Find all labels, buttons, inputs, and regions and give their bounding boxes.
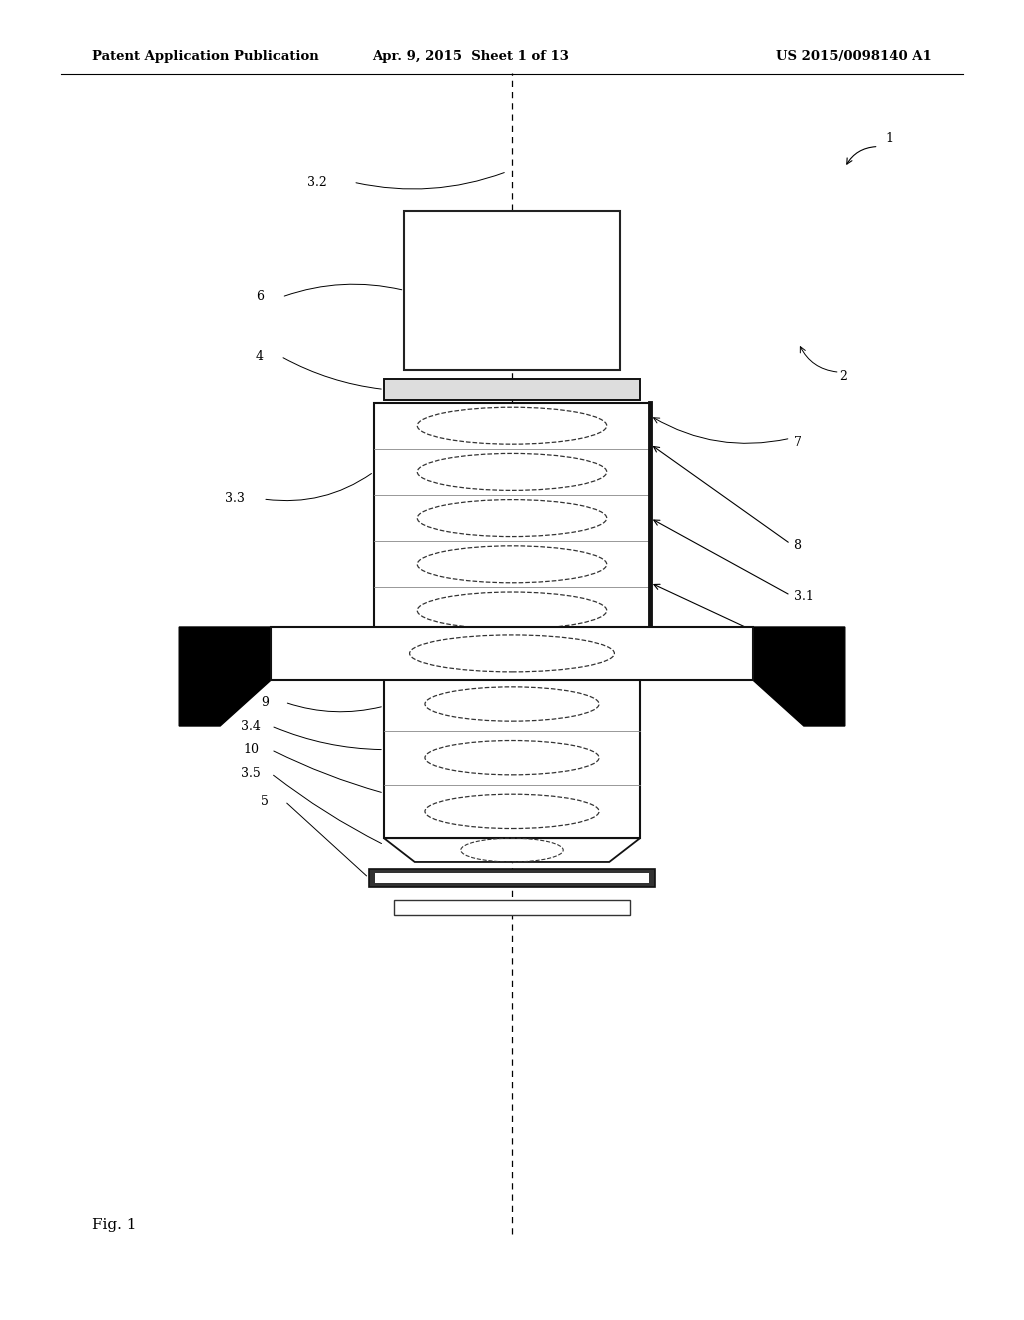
Text: 3: 3 [794, 643, 802, 656]
Text: 8: 8 [794, 539, 802, 552]
Bar [374, 403, 650, 634]
Text: 9: 9 [261, 696, 269, 709]
Text: Apr. 9, 2015  Sheet 1 of 13: Apr. 9, 2015 Sheet 1 of 13 [373, 50, 569, 63]
Text: 10: 10 [244, 743, 260, 756]
Text: 3.5: 3.5 [241, 767, 260, 780]
Bar [369, 869, 655, 887]
Bar [384, 379, 640, 400]
Polygon shape [384, 838, 640, 862]
Bar [404, 211, 620, 370]
Text: Fig. 1: Fig. 1 [92, 1218, 136, 1232]
Polygon shape [753, 627, 845, 726]
Text: Patent Application Publication: Patent Application Publication [92, 50, 318, 63]
Bar [369, 869, 655, 887]
Text: US 2015/0098140 A1: US 2015/0098140 A1 [776, 50, 932, 63]
Text: 3.3: 3.3 [225, 492, 245, 506]
Bar [394, 900, 630, 915]
Text: 2: 2 [840, 370, 848, 383]
Text: 3.4: 3.4 [241, 719, 260, 733]
Text: 1: 1 [886, 132, 894, 145]
Text: 5: 5 [261, 795, 269, 808]
Text: 4: 4 [256, 350, 264, 363]
Text: 6: 6 [256, 290, 264, 304]
Bar [375, 873, 649, 883]
Bar [271, 627, 753, 680]
Text: 3.1: 3.1 [794, 590, 813, 603]
Text: 3.2: 3.2 [307, 176, 327, 189]
Text: 7: 7 [794, 436, 802, 449]
Polygon shape [179, 627, 271, 726]
Bar [384, 677, 640, 838]
